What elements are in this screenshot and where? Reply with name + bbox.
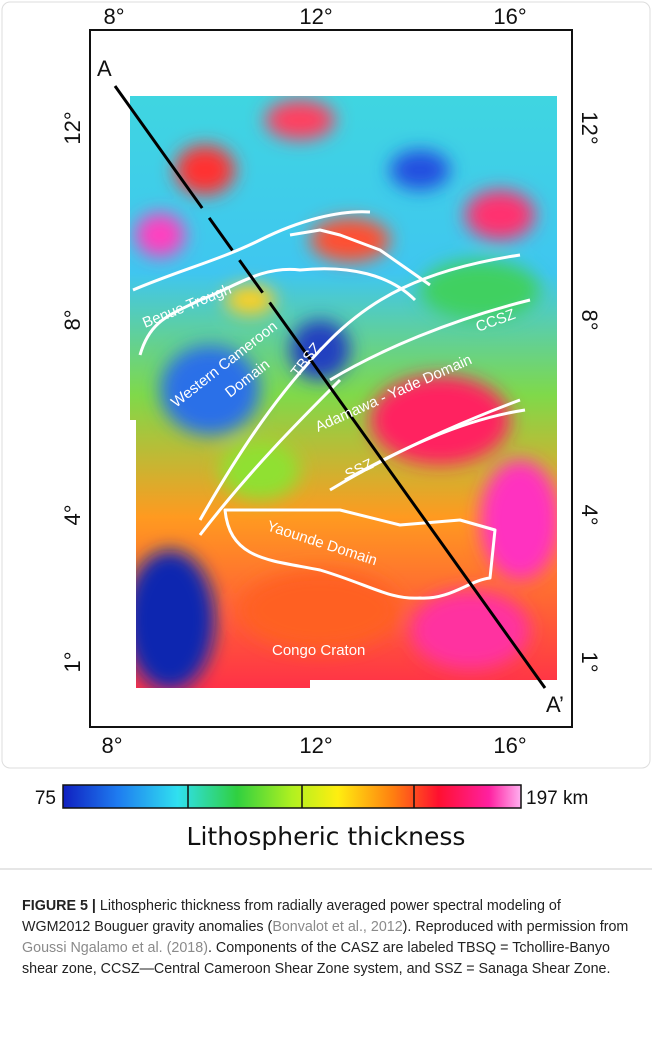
profile-line	[113, 85, 547, 689]
tick-label: 4°	[577, 504, 602, 525]
side-axes: 12° 8° 4° 1° 12° 8° 4° 1°	[60, 111, 602, 672]
figure-border	[1, 1, 651, 769]
tick-label: 8°	[60, 309, 85, 330]
tick-label: 12°	[60, 111, 85, 144]
caption-text: . Components of the CASZ are labeled TBS…	[22, 940, 611, 977]
tick-label: 8°	[103, 4, 124, 29]
top-axis: 8° 12° 16° 8° 12° 16°	[101, 4, 526, 758]
caption: FIGURE 5 | Lithospheric thickness from r…	[22, 896, 632, 980]
map-figure: A A’ 8° 12° 16° 8° 12° 16° 12° 8° 4° 1° …	[0, 1, 652, 870]
tick-label: 16°	[493, 4, 526, 29]
citation-link[interactable]: Goussi Ngalamo et al. (2018)	[22, 940, 208, 956]
tick-label: 12°	[299, 4, 332, 29]
map	[130, 96, 557, 688]
colorbar-title: Lithospheric thickness	[186, 822, 466, 851]
citation-link[interactable]: Bonvalot et al., 2012	[272, 919, 403, 935]
colorbar: 75 197 km	[35, 784, 588, 809]
tick-label: 8°	[577, 309, 602, 330]
tick-label: 1°	[60, 651, 85, 672]
tick-label: 16°	[493, 733, 526, 758]
colorbar-min: 75	[35, 788, 56, 809]
profile-end: A’	[546, 692, 564, 717]
map-label: Congo Craton	[272, 642, 365, 659]
tick-label: 8°	[101, 733, 122, 758]
caption-label: FIGURE 5 |	[22, 898, 96, 914]
map-frame	[89, 29, 573, 728]
caption-text: ). Reproduced with permission from	[402, 919, 629, 935]
tick-label: 12°	[299, 733, 332, 758]
profile-start: A	[97, 56, 112, 81]
colorbar-max: 197 km	[526, 788, 588, 809]
tick-label: 1°	[577, 651, 602, 672]
tick-label: 12°	[577, 111, 602, 144]
caption-text: Lithospheric thickness from radially ave…	[22, 898, 561, 935]
tick-label: 4°	[60, 504, 85, 525]
